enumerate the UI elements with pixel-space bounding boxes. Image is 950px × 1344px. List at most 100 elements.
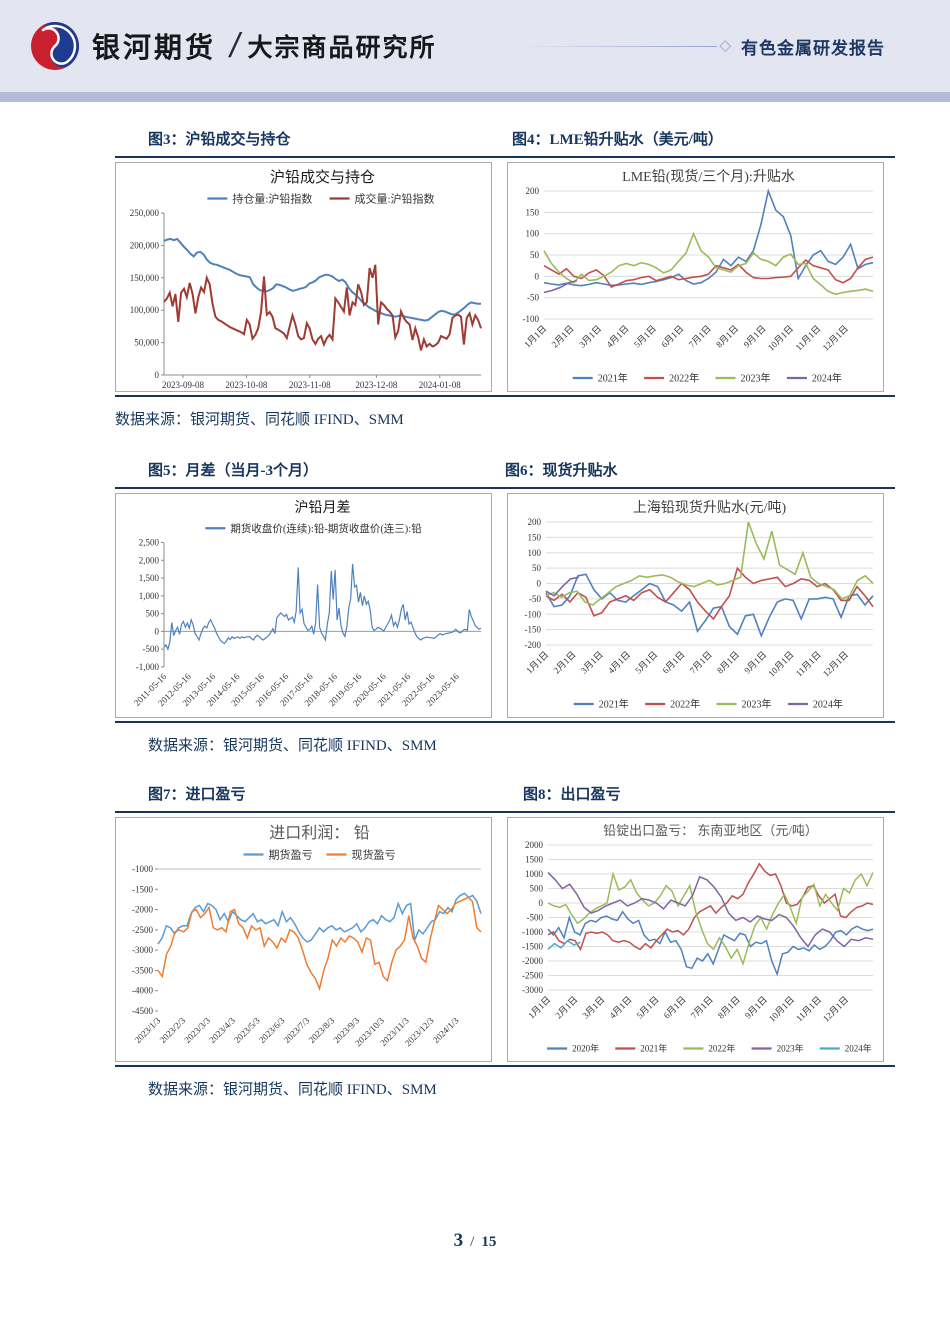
x-axis-tick-label: 4月1日	[607, 994, 633, 1020]
y-axis-tick-label: 50	[532, 563, 542, 573]
page-number: 3	[453, 1230, 464, 1251]
page-footer: 3 / 15	[0, 1230, 950, 1252]
y-axis-tick-label: 1,000	[139, 591, 160, 601]
y-axis-tick-label: 0	[535, 271, 540, 281]
x-axis-tick-label: 8月1日	[716, 994, 742, 1020]
section2-source: 数据来源：银河期货、同花顺 IFIND、SMM	[148, 738, 437, 754]
x-axis-tick-label: 12月1日	[821, 994, 850, 1023]
y-axis-tick-label: 2,500	[139, 538, 160, 548]
x-axis-tick-label: 2023/6/3	[257, 1015, 287, 1045]
x-axis-tick-label: 2023/7/3	[282, 1015, 312, 1045]
y-axis-tick-label: -1,000	[136, 662, 160, 672]
x-axis-tick-label: 1月1日	[522, 323, 548, 349]
section2-titles: 图5：月差（当月-3个月） 图6：现货升贴水	[115, 459, 895, 480]
legend-label: 2022年	[669, 372, 699, 385]
figure7-title: 图7：进口盈亏	[148, 787, 246, 803]
page-separator: /	[470, 1234, 475, 1250]
x-axis-tick-label: 5月1日	[633, 649, 659, 675]
y-axis-tick-label: 0	[155, 370, 160, 380]
x-axis-tick-label: 4月1日	[604, 323, 630, 349]
series-line	[547, 862, 874, 952]
figure4-title: 图4：LME铅升贴水（美元/吨）	[512, 132, 723, 148]
figure5-title: 图5：月差（当月-3个月）	[148, 463, 318, 479]
chart-svg-c4-lme-premium: -100 -50 0 50 100 150 200 1月1日 2月1日 3月1日 4月1日 5月1日 6…	[522, 168, 874, 385]
series-line	[547, 871, 874, 948]
y-axis-tick-label: -2500	[522, 971, 543, 981]
legend-label: 2024年	[812, 372, 842, 385]
y-axis-tick-label: -1500	[132, 884, 153, 894]
section1-bottom-rule	[115, 395, 895, 397]
chart-title: 上海铅现货升贴水(元/吨)	[633, 499, 787, 516]
y-axis-tick-label: 500	[530, 884, 544, 894]
y-axis-tick-label: 1000	[525, 869, 544, 879]
y-axis-tick-label: 250,000	[130, 208, 160, 218]
x-axis-tick-label: 2023/4/3	[207, 1015, 237, 1045]
x-axis-tick-label: 7月1日	[688, 649, 714, 675]
section3-charts-row: -4500 -4000 -3500 -3000 -2500 -2000 -1500 -1000…	[115, 813, 895, 1065]
section3-titles: 图7：进口盈亏 图8：出口盈亏	[115, 783, 895, 804]
y-axis-tick-label: 0	[537, 579, 542, 589]
legend-label: 2023年	[741, 372, 771, 385]
x-axis-tick-label: 8月1日	[714, 323, 740, 349]
x-axis-tick-label: 2023-09-08	[162, 380, 204, 390]
section2-bottom-rule	[115, 721, 895, 723]
x-axis-tick-label: 2024-01-08	[419, 380, 461, 390]
legend-label: 现货盈亏	[352, 847, 396, 861]
y-axis-tick-label: -1500	[522, 942, 543, 952]
legend-label: 成交量:沪铅指数	[355, 191, 435, 205]
x-axis-tick-label: 9月1日	[742, 649, 768, 675]
galaxy-futures-logo-icon	[30, 21, 80, 71]
x-axis-tick-label: 10月1日	[766, 323, 795, 352]
y-axis-tick-label: 1500	[525, 855, 544, 865]
report-header: 银河期货 / 大宗商品研究所 ◇ 有色金属研发报告	[0, 0, 950, 92]
series-line	[547, 871, 874, 967]
chart-svg-c6-spot-premium: -200 -150 -100 -50 0 50 100 150 200 1月1日 2月1日 3月1日 4…	[524, 499, 874, 711]
figure8-title: 图8：出口盈亏	[523, 787, 621, 803]
legend-label: 2022年	[670, 698, 700, 711]
y-axis-tick-label: 200	[528, 517, 542, 527]
chart-title: LME铅(现货/三个月):升贴水	[622, 168, 795, 185]
y-axis-tick-label: -200	[525, 640, 542, 650]
y-axis-tick-label: 50	[530, 250, 540, 260]
y-axis-tick-label: -1000	[132, 864, 153, 874]
y-axis-tick-label: 150	[528, 532, 542, 542]
y-axis-tick-label: -3500	[132, 965, 153, 975]
y-axis-tick-label: 500	[146, 609, 160, 619]
header-accent-bar	[0, 92, 950, 102]
section1-charts-row: 0 50,000 100,000 150,000 200,000 250,000 2023-…	[115, 158, 895, 395]
brand-divider: /	[230, 26, 240, 65]
chart-svg-c3-shfe-vol-oi: 0 50,000 100,000 150,000 200,000 250,000 2023-…	[130, 168, 482, 390]
x-axis-tick-label: 2023/2/3	[158, 1015, 188, 1045]
x-axis-tick-label: 3月1日	[579, 649, 605, 675]
header-right: ◇ 有色金属研发报告	[517, 34, 885, 59]
chart-svg-c7-import-profit: -4500 -4000 -3500 -3000 -2500 -2000 -1500 -1000…	[132, 824, 482, 1048]
y-axis-tick-label: 50,000	[134, 338, 159, 348]
y-axis-tick-label: -3000	[132, 945, 153, 955]
y-axis-tick-label: 0	[155, 626, 160, 636]
brand-name: 银河期货	[92, 32, 217, 63]
y-axis-tick-label: -100	[523, 314, 540, 324]
diamond-icon: ◇	[719, 37, 731, 54]
y-axis-tick-label: 0	[539, 898, 544, 908]
x-axis-tick-label: 12月1日	[821, 649, 850, 678]
series-line	[545, 521, 874, 606]
legend-label: 2023年	[777, 1043, 804, 1054]
legend-label: 期货收盘价(连续):铅-期货收盘价(连三):铅	[230, 522, 422, 535]
series-line	[547, 939, 581, 950]
x-axis-tick-label: 4月1日	[606, 649, 632, 675]
section3-source: 数据来源：银河期货、同花顺 IFIND、SMM	[148, 1082, 437, 1098]
series-line	[163, 264, 482, 351]
chart-svg-c8-export-profit: -3000 -2500 -2000 -1500 -1000 -500 0 500 1000 150…	[522, 823, 874, 1054]
x-axis-tick-label: 5月1日	[632, 323, 658, 349]
legend-label: 2021年	[598, 372, 628, 385]
legend-label: 持仓量:沪铅指数	[232, 191, 312, 205]
x-axis-tick-label: 2023/1/3	[133, 1015, 163, 1045]
legend-label: 期货盈亏	[269, 847, 313, 861]
series-line	[545, 566, 874, 621]
section2-charts-row: -1,000 -500 0 500 1,000 1,500 2,000 2,500 2011-0…	[115, 489, 895, 721]
section1-titles: 图3：沪铅成交与持仓 图4：LME铅升贴水（美元/吨）	[115, 128, 895, 149]
y-axis-tick-label: 100,000	[130, 305, 160, 315]
y-axis-tick-label: -2000	[522, 956, 543, 966]
legend-label: 2021年	[599, 698, 629, 711]
legend-label: 2024年	[813, 698, 843, 711]
